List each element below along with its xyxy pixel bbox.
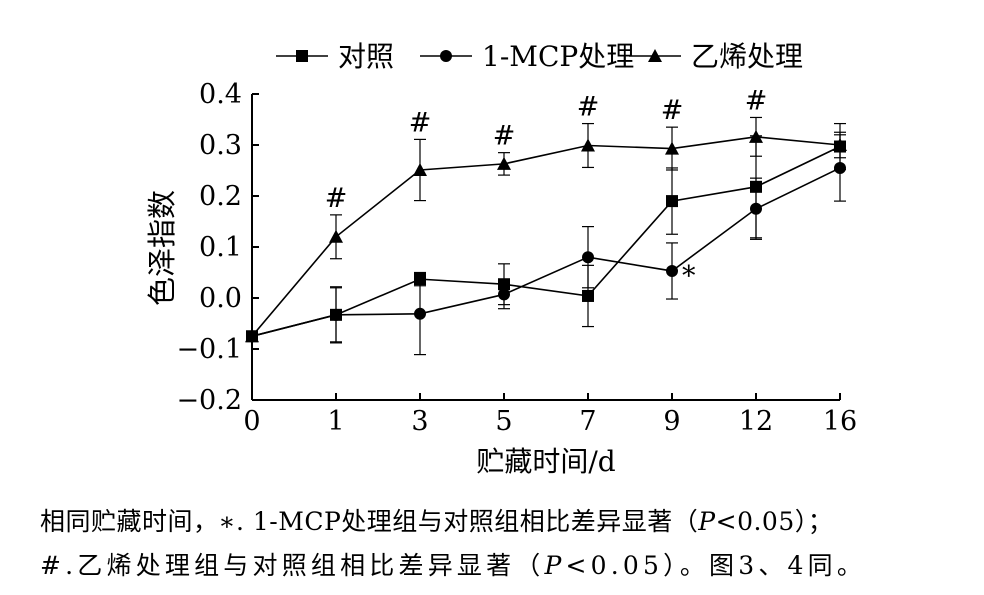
data-point-triangle	[581, 138, 595, 152]
x-tick-label: 12	[739, 406, 773, 437]
significance-star: *	[682, 261, 696, 292]
data-point-circle	[414, 307, 426, 320]
data-point-triangle	[413, 162, 427, 176]
significance-hash: #	[661, 95, 684, 126]
legend: 对照 1-MCP处理 乙烯处理	[276, 40, 803, 73]
data-point-triangle	[497, 156, 511, 170]
data-point-square	[666, 195, 678, 208]
x-axis-label: 贮藏时间/d	[476, 445, 615, 478]
y-tick-label: −0.2	[176, 385, 242, 416]
data-point-circle	[582, 251, 594, 264]
legend-label: 对照	[338, 40, 394, 73]
significance-hash: #	[325, 183, 348, 214]
caption-line-2-p: P	[544, 551, 566, 580]
y-tick-label: 0.0	[199, 283, 242, 314]
data-point-triangle	[245, 329, 259, 343]
data-point-circle	[666, 264, 678, 277]
caption-line-1-p: P	[698, 507, 716, 536]
data-point-triangle	[329, 229, 343, 243]
y-tick-label: 0.3	[199, 130, 242, 161]
significance-hash: #	[577, 92, 600, 123]
data-point-circle	[330, 308, 342, 321]
y-tick-label: 0.2	[199, 181, 242, 212]
y-tick-label: 0.4	[199, 79, 242, 110]
significance-hash: #	[745, 85, 768, 116]
legend-marker-square	[296, 50, 308, 62]
caption-line-2-tail: <0.05）。图3、4同。	[565, 551, 867, 580]
legend-marker-triangle	[648, 49, 662, 62]
caption-line-1-text: 相同贮藏时间，∗. 1-MCP处理组与对照组相比差异显著（	[40, 507, 699, 536]
legend-label: 1-MCP处理	[482, 40, 634, 73]
data-point-circle	[498, 288, 510, 301]
data-point-triangle	[833, 138, 847, 151]
error-bars	[330, 116, 846, 356]
significance-hash: #	[493, 121, 516, 152]
series-lines	[251, 136, 841, 338]
x-tick-label: 3	[411, 406, 428, 437]
x-tick-label: 9	[663, 406, 680, 437]
axes: 0.4 0.3 0.2 0.1 0.0 −0.1 −0.20 1 3 5 7 9 12 16	[176, 79, 857, 437]
significance-hash: #	[409, 107, 432, 138]
caption-line-1-tail: <0.05）；	[715, 507, 834, 536]
series-line-0	[251, 145, 841, 338]
legend-label: 乙烯处理	[691, 40, 803, 73]
data-point-square	[750, 180, 762, 193]
x-tick-label: 7	[579, 406, 596, 437]
data-point-square	[498, 278, 510, 291]
y-axis-label: 色泽指数	[145, 190, 179, 306]
data-point-circle	[750, 202, 762, 215]
legend-marker-circle	[440, 50, 452, 62]
caption-line-1: 相同贮藏时间，∗. 1-MCP处理组与对照组相比差异显著（P<0.05）；	[40, 502, 980, 538]
x-tick-label: 16	[823, 406, 857, 437]
y-tick-label: −0.1	[176, 334, 242, 365]
line-chart: 对照 1-MCP处理 乙烯处理 0.4 0.3 0.2 0.1 0.0 −0.1 −0.20 1 3…	[145, 40, 857, 478]
x-tick-label: 0	[243, 406, 260, 437]
data-point-square	[582, 289, 594, 302]
data-point-square	[414, 273, 426, 286]
data-point-triangle	[749, 129, 763, 143]
x-tick-label: 5	[495, 406, 512, 437]
caption-line-2-text: #.乙烯处理组与对照组相比差异显著（	[40, 551, 545, 580]
x-tick-label: 1	[327, 406, 344, 437]
series-line-1	[251, 167, 841, 338]
significance-annotations: # # # # # # *	[325, 85, 768, 292]
series-line-2	[251, 136, 841, 337]
data-point-triangle	[665, 141, 679, 155]
data-point-circle	[834, 161, 846, 174]
data-points	[245, 129, 847, 343]
y-tick-label: 0.1	[199, 232, 242, 263]
caption-line-2: #.乙烯处理组与对照组相比差异显著（P<0.05）。图3、4同。	[40, 546, 980, 582]
